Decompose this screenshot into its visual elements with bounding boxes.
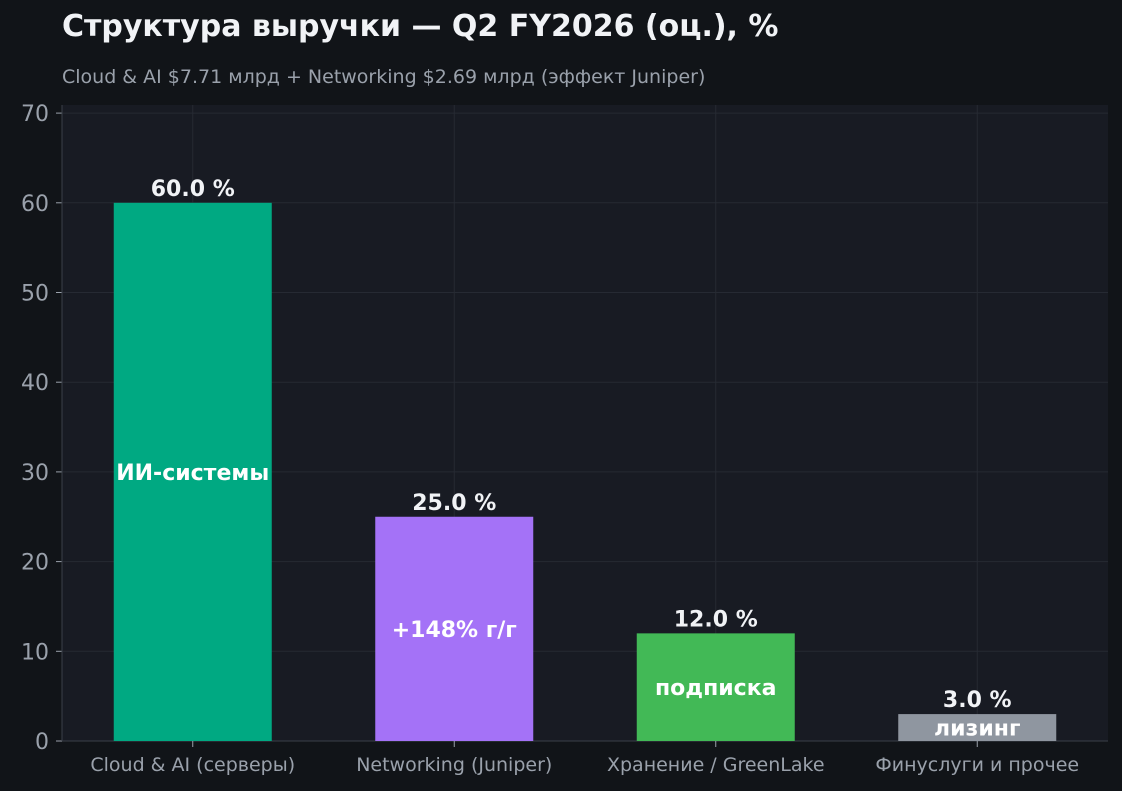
- y-tick-label: 40: [21, 371, 49, 396]
- chart-title: Структура выручки — Q2 FY2026 (оц.), %: [62, 9, 779, 44]
- x-tick-label: Networking (Juniper): [356, 754, 552, 776]
- bar: [898, 714, 1057, 741]
- x-tick-label: Финуслуги и прочее: [875, 754, 1079, 776]
- bar-inner-label: +148% г/г: [392, 618, 517, 643]
- y-tick-label: 0: [35, 730, 49, 755]
- bar-value-label: 3.0 %: [943, 688, 1012, 713]
- y-tick-label: 60: [21, 192, 49, 217]
- y-tick-label: 50: [21, 282, 49, 307]
- bar-value-label: 60.0 %: [151, 177, 235, 202]
- bar-value-label: 25.0 %: [412, 491, 496, 516]
- y-tick-label: 70: [21, 102, 49, 127]
- x-tick-label: Cloud & AI (серверы): [90, 754, 295, 776]
- chart-subtitle: Cloud & AI $7.71 млрд + Networking $2.69…: [62, 66, 706, 88]
- bar-value-label: 12.0 %: [674, 607, 758, 632]
- bar: [636, 633, 795, 741]
- bar-inner-label: подписка: [655, 676, 777, 701]
- bar: [375, 516, 534, 741]
- bar-inner-label: ИИ-системы: [116, 461, 269, 486]
- bar: [113, 202, 272, 742]
- bar-inner-label: лизинг: [934, 717, 1020, 742]
- x-tick-label: Хранение / GreenLake: [607, 754, 825, 776]
- y-tick-label: 30: [21, 461, 49, 486]
- y-tick-label: 10: [21, 640, 49, 665]
- y-tick-label: 20: [21, 551, 49, 576]
